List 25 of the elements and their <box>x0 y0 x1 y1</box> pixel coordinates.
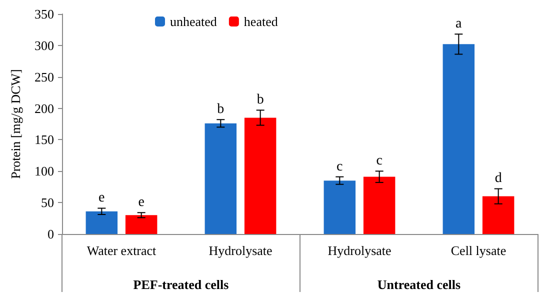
y-tick-label: 300 <box>34 38 54 53</box>
y-axis-title: Protein [mg/g DCW] <box>8 69 23 179</box>
data-label: c <box>376 154 382 169</box>
text: Untreated cells <box>377 277 461 292</box>
data-label: b <box>256 92 264 108</box>
y-tick-label: 200 <box>34 100 54 116</box>
legend-label: unheated <box>170 14 218 29</box>
x-tick-label: Cell lysate <box>450 243 506 258</box>
data-label: d <box>494 171 502 186</box>
y-tick-label: 100 <box>34 164 54 179</box>
y-tick-label: 50 <box>41 195 54 210</box>
y-tick-label: 350 <box>34 6 54 22</box>
y-tick-label: 0 <box>48 226 54 242</box>
x-tick-label: Water extract <box>86 243 157 258</box>
y-tick-label: 250 <box>34 69 54 84</box>
data-label: c <box>336 159 343 174</box>
data-label: e <box>138 195 144 210</box>
x-tick-label: Hydrolysate <box>208 243 272 258</box>
legend-label: heated <box>244 14 278 29</box>
text: PEF-treated cells <box>133 277 229 292</box>
data-label: a <box>456 16 463 32</box>
data-label: b <box>217 102 224 118</box>
y-tick-label: 150 <box>34 132 54 148</box>
data-label: e <box>98 190 105 206</box>
x-tick-label: Hydrolysate <box>328 243 392 258</box>
